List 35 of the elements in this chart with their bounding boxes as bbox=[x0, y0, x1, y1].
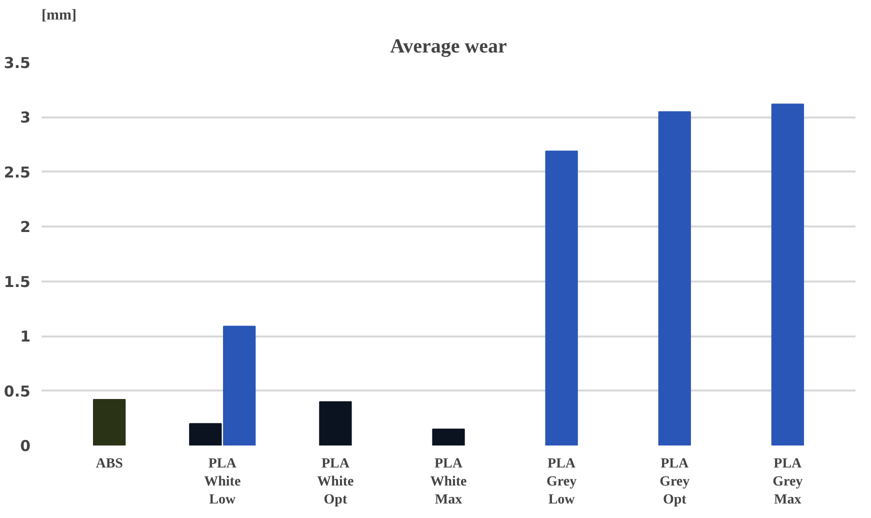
y-tick-label: 3 bbox=[20, 108, 30, 127]
category-label: PLA bbox=[321, 456, 350, 472]
category-label: Opt bbox=[662, 492, 686, 508]
bar bbox=[771, 104, 804, 446]
category-label: PLA bbox=[208, 456, 236, 472]
category-label: PLA bbox=[774, 456, 802, 472]
category-label: PLA bbox=[660, 456, 689, 472]
category-label: PLA bbox=[434, 456, 462, 472]
y-tick-label: 2 bbox=[20, 218, 30, 236]
category-label: Max bbox=[774, 492, 802, 508]
y-tick-label: 0.5 bbox=[4, 382, 31, 400]
bar bbox=[545, 150, 578, 446]
category-label: White bbox=[317, 474, 354, 490]
y-tick-label: 0 bbox=[20, 437, 30, 455]
category-label: Grey bbox=[660, 474, 690, 490]
y-axis-title: [mm] bbox=[42, 8, 76, 24]
bar bbox=[432, 428, 465, 446]
category-label: White bbox=[430, 474, 467, 490]
category-label: Low bbox=[548, 492, 575, 508]
category-label: Opt bbox=[324, 492, 348, 508]
y-tick-label: 1.5 bbox=[4, 272, 31, 291]
bar bbox=[93, 399, 126, 446]
y-tick-label: 3.5 bbox=[4, 54, 31, 72]
category-label: Low bbox=[209, 492, 236, 508]
bar bbox=[319, 401, 352, 446]
category-label: Max bbox=[434, 492, 462, 508]
category-label: ABS bbox=[96, 456, 123, 472]
category-label: White bbox=[204, 474, 241, 490]
category-label: Grey bbox=[546, 474, 577, 490]
y-tick-label: 1 bbox=[20, 328, 30, 346]
bar bbox=[658, 111, 691, 446]
chart-title: Average wear bbox=[390, 36, 508, 58]
category-label: PLA bbox=[548, 456, 576, 472]
category-label: Grey bbox=[772, 474, 803, 490]
y-tick-label: 2.5 bbox=[4, 163, 31, 182]
